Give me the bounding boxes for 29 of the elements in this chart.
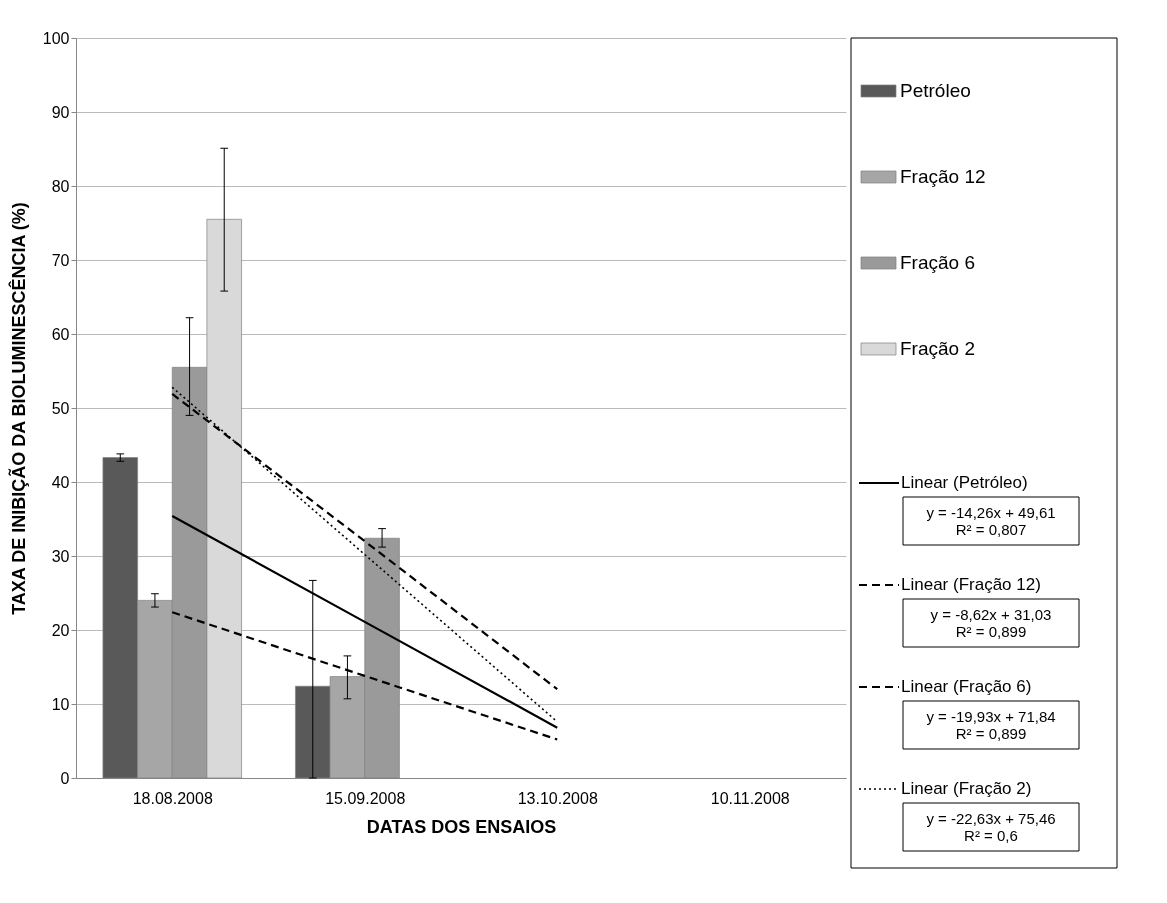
legend-label: Linear (Fração 6) — [901, 677, 1032, 696]
y-axis-title: TAXA DE INIBIÇÃO DA BIOLUMINESCÊNCIA (%) — [7, 202, 29, 615]
y-tick-label: 10 — [51, 695, 70, 713]
y-tick-label: 80 — [51, 177, 70, 195]
legend-label: Linear (Fração 12) — [901, 575, 1041, 594]
x-tick-label: 13.10.2008 — [517, 789, 598, 807]
y-tick-label: 30 — [51, 547, 70, 565]
x-tick-label: 10.11.2008 — [710, 789, 790, 807]
text: y = -22,63x + 75,46 R² = 0,6 — [926, 810, 1056, 844]
text: y = -14,26x + 49,61 R² = 0,807 — [926, 504, 1056, 538]
x-axis-title: DATAS DOS ENSAIOS — [366, 816, 557, 837]
text: y = -19,93x + 71,84 R² = 0,899 — [926, 708, 1056, 742]
y-tick-label: 100 — [42, 29, 70, 47]
y-tick-label: 70 — [51, 251, 70, 269]
y-tick-label: 40 — [51, 473, 70, 491]
y-tick-label: 60 — [51, 325, 70, 343]
x-tick-label: 15.09.2008 — [325, 789, 406, 807]
y-tick-label: 50 — [51, 399, 70, 417]
legend-label: Linear (Fração 2) — [901, 779, 1032, 798]
legend-label: Linear (Petróleo) — [901, 473, 1028, 492]
legend-label: Petróleo — [900, 80, 971, 101]
text: y = -8,62x + 31,03 R² = 0,899 — [930, 606, 1052, 640]
x-tick-label: 18.08.2008 — [132, 789, 213, 807]
y-tick-label: 0 — [60, 769, 70, 787]
y-tick-label: 20 — [51, 621, 70, 639]
legend-label: Fração 6 — [900, 252, 975, 273]
legend-label: Fração 12 — [900, 166, 986, 187]
legend-label: Fração 2 — [900, 338, 975, 359]
y-tick-label: 90 — [51, 103, 70, 121]
